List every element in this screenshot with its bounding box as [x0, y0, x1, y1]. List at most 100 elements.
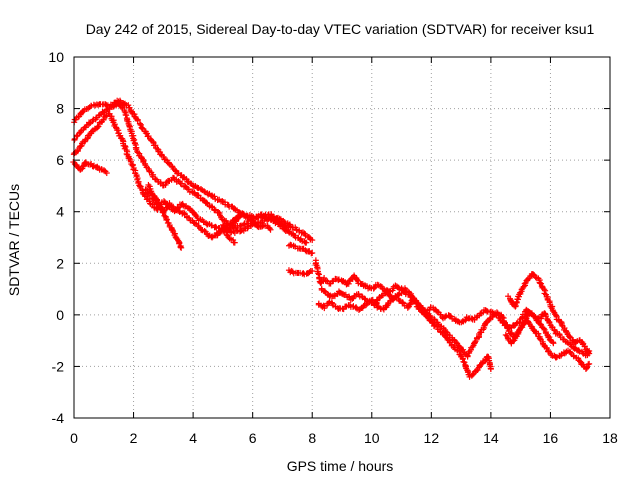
data-point-track-k	[434, 308, 441, 315]
data-point-track-k	[516, 318, 523, 325]
data-point-track-l	[363, 302, 370, 309]
y-tick-label: 2	[56, 255, 64, 271]
data-point-track-a	[201, 188, 208, 195]
data-point-track-c	[100, 116, 107, 123]
data-point-track-d	[103, 170, 110, 177]
y-tick-label: 10	[48, 49, 64, 65]
x-tick-label: 6	[249, 430, 257, 446]
y-axis-label: SDTVAR / TECUs	[6, 184, 22, 296]
y-tick-labels: -4 -2 0 2 4 6 8 10	[48, 49, 64, 426]
data-point-track-l	[552, 354, 559, 361]
data-point-track-m	[461, 359, 468, 366]
data-point-track-k	[575, 347, 582, 354]
data-point-track-n	[517, 289, 524, 296]
data-point-track-b	[73, 133, 80, 140]
y-tick-label: 8	[56, 101, 64, 117]
data-point-track-n	[532, 274, 539, 281]
data-point-track-e	[178, 244, 185, 251]
data-point-track-c	[94, 124, 101, 131]
data-point-track-a	[231, 205, 238, 212]
y-tick-label: 0	[56, 307, 64, 323]
data-point-track-e	[177, 244, 184, 251]
data-point-track-k	[354, 276, 361, 283]
x-axis-label: GPS time / hours	[287, 458, 394, 474]
x-tick-label: 2	[130, 430, 138, 446]
data-point-track-k	[462, 317, 469, 324]
data-point-track-m	[405, 288, 412, 295]
data-points	[70, 97, 593, 380]
y-tick-label: -2	[52, 358, 65, 374]
data-point-track-k	[347, 277, 354, 284]
data-point-track-b	[240, 221, 247, 228]
data-point-track-b	[215, 209, 222, 216]
data-point-track-a	[205, 191, 212, 198]
data-point-track-o	[532, 314, 539, 321]
data-point-track-o	[514, 328, 521, 335]
y-tick-label: -4	[52, 410, 65, 426]
data-point-track-g	[267, 226, 274, 233]
data-point-track-o	[523, 315, 530, 322]
data-point-track-i	[309, 249, 316, 256]
chart-title: Day 242 of 2015, Sidereal Day-to-day VTE…	[86, 21, 595, 37]
data-point-track-k	[442, 313, 449, 320]
data-point-track-a	[165, 160, 172, 167]
data-point-track-b	[123, 112, 130, 119]
data-point-track-l	[586, 360, 593, 367]
data-point-track-c	[212, 223, 219, 230]
data-point-track-j	[309, 268, 316, 275]
data-point-track-m	[322, 288, 329, 295]
data-point-track-m	[459, 356, 466, 363]
data-point-track-l	[452, 339, 459, 346]
data-point-track-h	[231, 239, 238, 246]
data-point-track-c	[88, 128, 95, 135]
data-point-track-g	[246, 215, 253, 222]
x-tick-label: 18	[602, 430, 618, 446]
x-tick-label: 4	[189, 430, 197, 446]
data-point-track-n	[521, 280, 528, 287]
data-point-track-n	[553, 312, 560, 319]
data-point-track-m	[473, 367, 480, 374]
data-point-track-m	[395, 292, 402, 299]
data-point-track-n	[558, 321, 565, 328]
y-tick-label: 6	[56, 152, 64, 168]
x-tick-labels: 0 2 4 6 8 10 12 14 16 18	[70, 430, 618, 446]
data-point-track-o	[550, 340, 557, 347]
data-point-track-m	[415, 301, 422, 308]
data-point-track-g	[229, 222, 236, 229]
data-point-track-k	[315, 270, 322, 277]
data-point-track-n	[550, 308, 557, 315]
data-point-track-l	[404, 304, 411, 311]
data-point-track-b	[182, 183, 189, 190]
data-point-track-k	[513, 320, 520, 327]
data-point-track-n	[572, 339, 579, 346]
data-point-track-l	[499, 314, 506, 321]
data-point-track-a	[152, 142, 159, 149]
data-point-track-a	[154, 145, 161, 152]
data-point-track-k	[563, 339, 570, 346]
data-point-track-m	[430, 323, 437, 330]
data-point-track-a	[172, 167, 179, 174]
data-point-track-c	[285, 226, 292, 233]
data-point-track-b	[203, 199, 210, 206]
data-point-track-k	[543, 313, 550, 320]
data-point-track-a	[197, 186, 204, 193]
x-tick-label: 14	[483, 430, 499, 446]
data-point-track-a	[211, 193, 218, 200]
x-tick-label: 0	[70, 430, 78, 446]
data-point-track-a	[309, 237, 316, 244]
data-point-track-b	[162, 181, 169, 188]
data-point-track-f	[170, 206, 177, 213]
plot-frame	[73, 56, 611, 419]
grid-lines	[74, 57, 610, 418]
data-point-track-m	[383, 288, 390, 295]
data-point-track-m	[428, 319, 435, 326]
data-point-track-b	[303, 239, 310, 246]
axis-ticks	[73, 56, 611, 419]
x-tick-label: 8	[308, 430, 316, 446]
data-point-track-n	[581, 343, 588, 350]
data-point-track-n	[520, 283, 527, 290]
data-point-track-n	[530, 271, 537, 278]
x-tick-label: 10	[364, 430, 380, 446]
data-point-track-b	[121, 108, 128, 115]
data-point-track-m	[378, 292, 385, 299]
